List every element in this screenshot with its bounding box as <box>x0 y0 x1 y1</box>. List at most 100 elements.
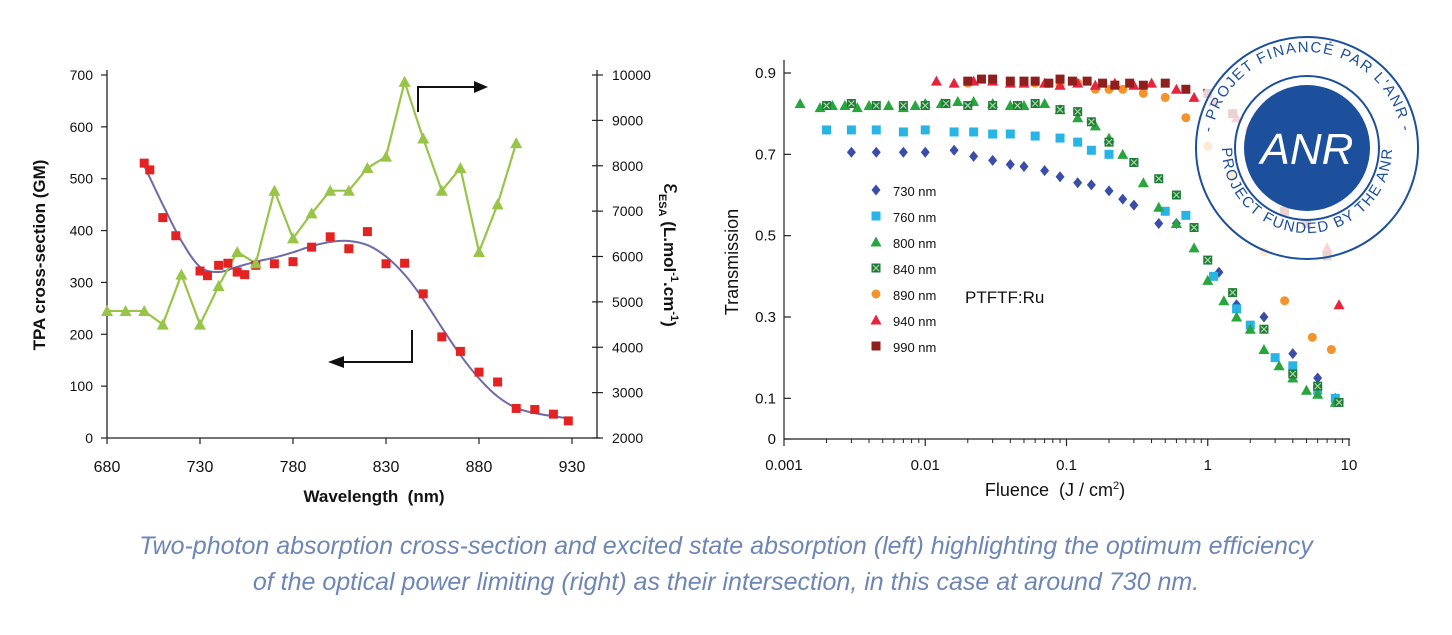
transmission-point <box>1170 83 1182 94</box>
tpa-point <box>530 404 540 414</box>
transmission-point <box>1288 361 1298 371</box>
tpa-point <box>307 242 317 252</box>
left-y2-tick-label: 4000 <box>612 339 643 355</box>
transmission-point <box>1259 311 1269 323</box>
transmission-point <box>1104 149 1114 159</box>
tpa-point <box>418 289 428 299</box>
transmission-markers <box>794 74 1345 407</box>
esa-point <box>417 132 430 144</box>
tpa-point <box>202 271 212 281</box>
transmission-point <box>949 127 959 137</box>
tpa-point <box>139 158 149 168</box>
transmission-point <box>941 99 951 108</box>
transmission-point <box>898 146 908 158</box>
right-x-tick-label: 0.01 <box>911 457 940 474</box>
transmission-point-cross <box>964 102 972 109</box>
transmission-point-cross <box>1155 175 1163 183</box>
transmission-point <box>1307 332 1317 342</box>
transmission-point <box>871 101 881 111</box>
transmission-point <box>1313 372 1323 384</box>
esa-point <box>491 198 504 210</box>
transmission-point <box>1258 344 1270 355</box>
transmission-point <box>1054 79 1066 90</box>
transmission-point <box>871 146 881 158</box>
transmission-point <box>1170 217 1182 228</box>
right-y-tick-label: 0.9 <box>755 65 776 82</box>
transmission-point-cross <box>1074 108 1082 116</box>
transmission-point <box>1044 78 1054 88</box>
left-x-axis-label: Wavelength (nm) <box>303 487 444 506</box>
transmission-point <box>1188 91 1200 102</box>
left-y-ticks: 0 100 200 300 400 500 600 700 <box>70 67 107 446</box>
right-y-tick-label: 0.5 <box>755 228 776 245</box>
transmission-point <box>1333 299 1345 310</box>
transmission-point <box>1154 174 1164 184</box>
transmission-point-cross <box>847 100 855 107</box>
transmission-point <box>920 125 930 135</box>
esa-point <box>510 137 523 149</box>
tpa-point <box>288 257 298 267</box>
right-axis-arrow <box>417 81 488 112</box>
transmission-point <box>1086 117 1096 127</box>
transmission-point <box>1288 369 1298 379</box>
transmission-point <box>1160 78 1170 88</box>
transmission-point <box>930 75 942 86</box>
transmission-point <box>1288 348 1298 360</box>
right-chart: 0.001 0.01 0.1 1 10 00.10.30.50.70.9 730 nm7… <box>722 60 1357 500</box>
transmission-point <box>949 144 959 156</box>
tpa-series-markers <box>139 158 573 426</box>
transmission-point <box>1181 113 1191 123</box>
transmission-point <box>1273 360 1285 371</box>
transmission-point <box>1138 80 1148 90</box>
transmission-point <box>1055 171 1065 183</box>
transmission-point <box>1181 210 1191 220</box>
legend-label: 990 nm <box>893 340 936 355</box>
transmission-point <box>851 102 863 113</box>
transmission-point <box>1030 131 1040 141</box>
legend-label: 840 nm <box>893 262 936 277</box>
esa-point <box>473 245 485 257</box>
legend-marker <box>871 184 881 196</box>
transmission-point <box>1209 271 1219 281</box>
transmission-point <box>963 76 973 86</box>
legend-marker <box>871 289 881 299</box>
transmission-point <box>1013 101 1023 111</box>
transmission-point-cross <box>1335 398 1343 406</box>
transmission-point <box>1244 323 1256 334</box>
transmission-point <box>1300 384 1312 395</box>
transmission-point-cross <box>1314 382 1322 390</box>
esa-point <box>212 279 225 291</box>
tpa-point <box>344 244 354 254</box>
sample-annotation: PTFTF:Ru <box>965 288 1044 307</box>
transmission-point-cross <box>942 100 950 107</box>
transmission-point <box>1019 76 1029 86</box>
transmission-point-cross <box>899 102 907 109</box>
esa-point <box>380 150 392 162</box>
transmission-point <box>1039 98 1051 108</box>
transmission-point <box>969 150 979 162</box>
caption-line-2: of the optical power limiting (right) as… <box>252 568 1200 596</box>
esa-point <box>194 318 206 330</box>
left-chart: 680 730 780 830 880 930 0 100 200 300 400 500 600 70… <box>30 67 685 506</box>
transmission-point <box>1055 105 1065 115</box>
tpa-point <box>214 260 224 270</box>
transmission-point <box>1202 274 1214 285</box>
transmission-point <box>1171 190 1181 200</box>
transmission-point <box>794 98 806 108</box>
left-x-ticks: 680 730 780 830 880 930 <box>94 438 585 476</box>
transmission-point-cross <box>1289 370 1297 378</box>
transmission-point <box>1154 217 1164 229</box>
esa-point <box>175 268 188 280</box>
transmission-point <box>1098 78 1108 88</box>
transmission-point <box>1137 177 1149 188</box>
left-y2-tick-label: 6000 <box>612 249 643 265</box>
legend-label: 800 nm <box>893 236 936 251</box>
transmission-point <box>1231 311 1243 322</box>
transmission-point-cross <box>1130 159 1138 166</box>
transmission-point <box>846 146 856 158</box>
legend-label: 890 nm <box>893 288 936 303</box>
left-y-tick-label: 100 <box>70 378 94 394</box>
esa-point <box>156 318 169 330</box>
transmission-point <box>988 101 998 111</box>
transmission-point <box>952 95 964 106</box>
